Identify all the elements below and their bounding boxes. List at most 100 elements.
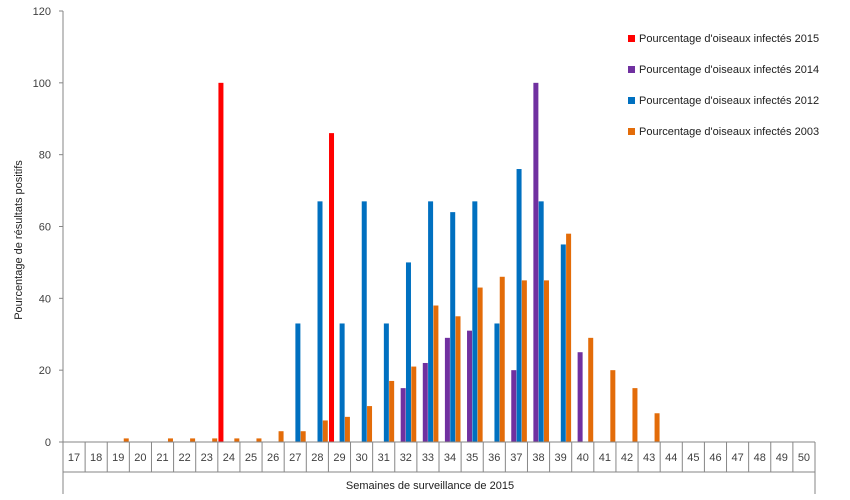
bar [167,438,173,442]
bar [560,244,566,442]
x-tick-label: 36 [488,452,500,464]
bar [499,276,505,442]
x-tick-label: 34 [444,452,456,464]
bar [450,212,456,442]
x-tick-label: 31 [378,452,390,464]
chart-axes [62,11,816,494]
bar [400,388,406,442]
bar [588,337,594,442]
x-tick-label: 18 [90,452,102,464]
x-tick-label: 41 [599,452,611,464]
bar [455,316,461,442]
legend-item: Pourcentage d'oiseaux infectés 2014 [628,64,819,76]
bar [428,201,434,442]
y-tick-label: 0 [45,437,51,449]
legend-label: Pourcentage d'oiseaux infectés 2012 [639,95,819,107]
bar [212,438,218,442]
legend-swatch [628,35,635,42]
x-tick-label: 22 [179,452,191,464]
series-3 [123,233,660,442]
x-tick-label: 45 [687,452,699,464]
bar [218,82,224,442]
x-tick-label: 47 [731,452,743,464]
x-tick-label: 48 [754,452,766,464]
bar [256,438,262,442]
series-0 [218,82,335,442]
bar [389,380,395,442]
legend-item: Pourcentage d'oiseaux infectés 2012 [628,95,819,107]
y-tick-label: 80 [39,150,51,162]
x-tick-label: 35 [466,452,478,464]
chart-legend: Pourcentage d'oiseaux infectés 2015 Pourc… [628,33,819,138]
bar [444,337,450,442]
bar [300,431,306,442]
x-tick-label: 27 [289,452,301,464]
legend-label: Pourcentage d'oiseaux infectés 2003 [639,126,819,138]
x-tick-label: 28 [311,452,323,464]
bar [516,169,522,443]
x-tick-label: 44 [665,452,677,464]
x-tick-label: 39 [555,452,567,464]
series-1 [400,82,583,442]
x-tick-label: 26 [267,452,279,464]
bar [472,201,478,442]
bar [433,305,439,442]
x-tick-label: 40 [577,452,589,464]
bar [383,323,389,442]
x-tick-label: 30 [355,452,367,464]
x-tick-label: 20 [134,452,146,464]
y-tick-label: 120 [33,6,51,18]
x-axis-ticks: 17 18 19 20 21 22 23 24 25 26 27 28 29 30 31 32 33 34 35 36… [68,442,810,472]
bar [610,370,616,442]
y-tick-label: 60 [39,222,51,234]
bar [477,287,483,442]
x-tick-label: 19 [112,452,124,464]
bar [367,406,373,442]
x-tick-label: 33 [422,452,434,464]
bar [654,413,660,442]
bar [123,438,129,442]
y-axis-ticks: 0 20 40 60 80 100 120 [33,6,63,449]
legend-label: Pourcentage d'oiseaux infectés 2015 [639,33,819,45]
x-tick-label: 17 [68,452,80,464]
x-tick-label: 42 [621,452,633,464]
x-tick-label: 29 [333,452,345,464]
chart-bars [123,82,660,443]
x-tick-label: 24 [223,452,235,464]
y-tick-label: 40 [39,293,51,305]
bar [317,201,323,442]
series-2 [295,169,566,443]
bar [543,280,549,442]
bar [295,323,301,442]
bar [632,388,638,442]
x-tick-label: 21 [156,452,168,464]
x-tick-label: 38 [532,452,544,464]
bar [411,366,417,442]
legend-item: Pourcentage d'oiseaux infectés 2003 [628,126,819,138]
legend-swatch [628,97,635,104]
bar [234,438,240,442]
bar [533,82,539,442]
x-axis-label: Semaines de surveillance de 2015 [346,480,514,492]
bar [278,431,284,442]
legend-label: Pourcentage d'oiseaux infectés 2014 [639,64,819,76]
bar [344,416,350,442]
x-tick-label: 49 [776,452,788,464]
bar [511,370,517,442]
x-tick-label: 32 [400,452,412,464]
y-tick-label: 100 [33,78,51,90]
bar [190,438,196,442]
bar [322,420,328,442]
bar [422,362,428,442]
x-tick-label: 37 [510,452,522,464]
x-tick-label: 23 [201,452,213,464]
bar [339,323,345,442]
bar [329,133,335,442]
y-axis-label: Pourcentage de résultats positifs [13,160,25,320]
y-tick-label: 20 [39,365,51,377]
bar [405,262,411,442]
bar [577,352,583,442]
bar [566,233,572,442]
bar [494,323,500,442]
